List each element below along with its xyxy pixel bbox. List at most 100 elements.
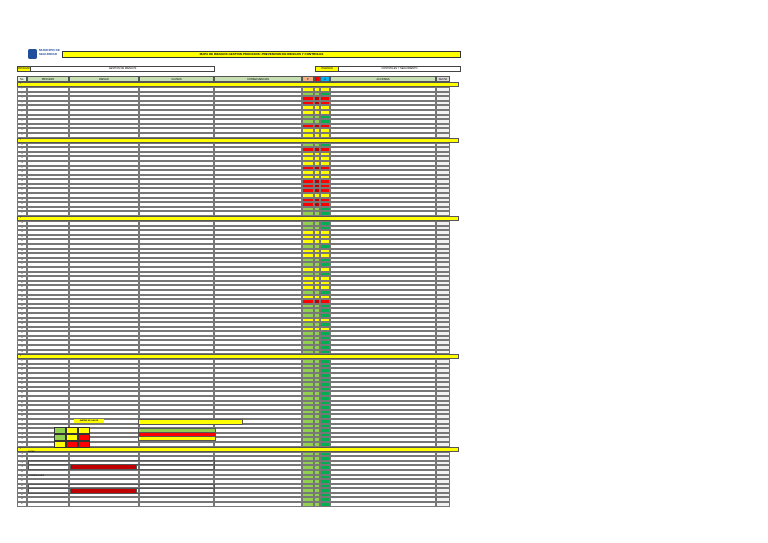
table-cell <box>139 165 214 171</box>
table-cell <box>302 326 314 332</box>
table-cell <box>214 294 302 300</box>
table-row: 2 <box>17 91 459 97</box>
table-cell <box>314 303 320 309</box>
table-cell <box>314 100 320 106</box>
table-cell <box>320 87 330 92</box>
matrix-row <box>54 427 114 434</box>
table-cell <box>330 326 436 332</box>
table-cell <box>320 326 330 332</box>
table-cell <box>69 423 139 429</box>
table-cell <box>27 160 69 166</box>
table-cell <box>314 105 320 110</box>
table-cell <box>302 123 314 129</box>
table-cell <box>302 308 314 313</box>
table-cell <box>27 151 69 157</box>
table-cell <box>139 359 214 364</box>
table-cell <box>302 294 314 300</box>
table-cell <box>436 114 450 120</box>
table-cell <box>330 488 436 493</box>
table-cell <box>214 165 302 171</box>
process-label: PROCESO <box>17 66 31 72</box>
table-cell <box>27 335 69 341</box>
table-cell <box>69 91 139 97</box>
table-cell <box>139 239 214 244</box>
table-cell <box>314 335 320 341</box>
table-cell <box>314 119 320 124</box>
table-cell <box>214 423 302 429</box>
table-cell <box>320 96 330 101</box>
table-cell: 50 <box>17 322 27 327</box>
table-cell <box>330 396 436 401</box>
table-cell <box>314 479 320 484</box>
matrix-cell <box>54 427 66 434</box>
table-cell <box>139 285 214 290</box>
table-cell <box>69 197 139 203</box>
table-cell <box>139 303 214 309</box>
table-cell <box>27 349 69 355</box>
table-row: 40 <box>17 276 459 281</box>
table-cell <box>27 211 69 217</box>
table-cell <box>314 179 320 184</box>
table-cell <box>139 469 214 475</box>
table-cell <box>314 432 320 438</box>
table-row: 65 <box>17 396 459 401</box>
table-cell <box>314 409 320 415</box>
table-cell <box>320 345 330 350</box>
table-row: 16 <box>17 160 459 166</box>
table-cell <box>330 331 436 336</box>
table-cell <box>436 280 450 286</box>
table-cell <box>320 349 330 355</box>
table-cell <box>69 285 139 290</box>
table-row: 71 <box>17 423 459 429</box>
col-header-no: No. <box>17 76 27 82</box>
table-cell <box>139 91 214 97</box>
table-cell <box>314 114 320 120</box>
table-cell <box>27 188 69 194</box>
table-cell <box>330 132 436 138</box>
table-cell <box>330 299 436 304</box>
table-cell: 62 <box>17 382 27 387</box>
table-cell <box>69 391 139 396</box>
table-cell <box>436 451 450 457</box>
table-cell <box>330 230 436 235</box>
table-cell <box>330 400 436 406</box>
table-cell <box>69 409 139 415</box>
table-cell <box>314 193 320 198</box>
table-cell <box>214 262 302 267</box>
table-cell: 47 <box>17 308 27 313</box>
table-cell <box>214 105 302 110</box>
table-cell <box>69 340 139 346</box>
table-cell <box>314 423 320 429</box>
table-cell <box>330 183 436 189</box>
table-cell <box>214 91 302 97</box>
table-cell <box>320 271 330 277</box>
table-cell: 69 <box>17 414 27 419</box>
table-cell <box>302 165 314 171</box>
table-cell <box>214 271 302 277</box>
table-cell <box>314 322 320 327</box>
table-row: 6 <box>17 109 459 115</box>
table-cell <box>139 312 214 318</box>
table-cell: 68 <box>17 409 27 415</box>
table-cell <box>436 156 450 161</box>
table-cell <box>27 147 69 152</box>
table-cell <box>314 160 320 166</box>
table-cell <box>330 266 436 272</box>
table-cell <box>27 230 69 235</box>
table-cell <box>214 317 302 323</box>
table-cell <box>320 373 330 378</box>
table-cell <box>320 123 330 129</box>
table-cell <box>139 294 214 300</box>
table-cell <box>436 248 450 254</box>
table-cell <box>27 414 69 419</box>
table-cell <box>139 363 214 369</box>
table-cell <box>314 132 320 138</box>
shield-icon <box>28 49 37 59</box>
table-cell <box>27 405 69 410</box>
table-cell <box>69 170 139 175</box>
col-header-p: P <box>302 76 314 82</box>
table-row: 62 <box>17 382 459 387</box>
table-cell <box>314 359 320 364</box>
table-cell <box>314 474 320 480</box>
table-cell <box>139 441 214 447</box>
